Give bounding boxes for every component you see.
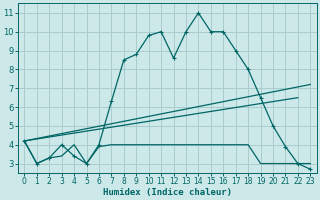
X-axis label: Humidex (Indice chaleur): Humidex (Indice chaleur) xyxy=(103,188,232,197)
